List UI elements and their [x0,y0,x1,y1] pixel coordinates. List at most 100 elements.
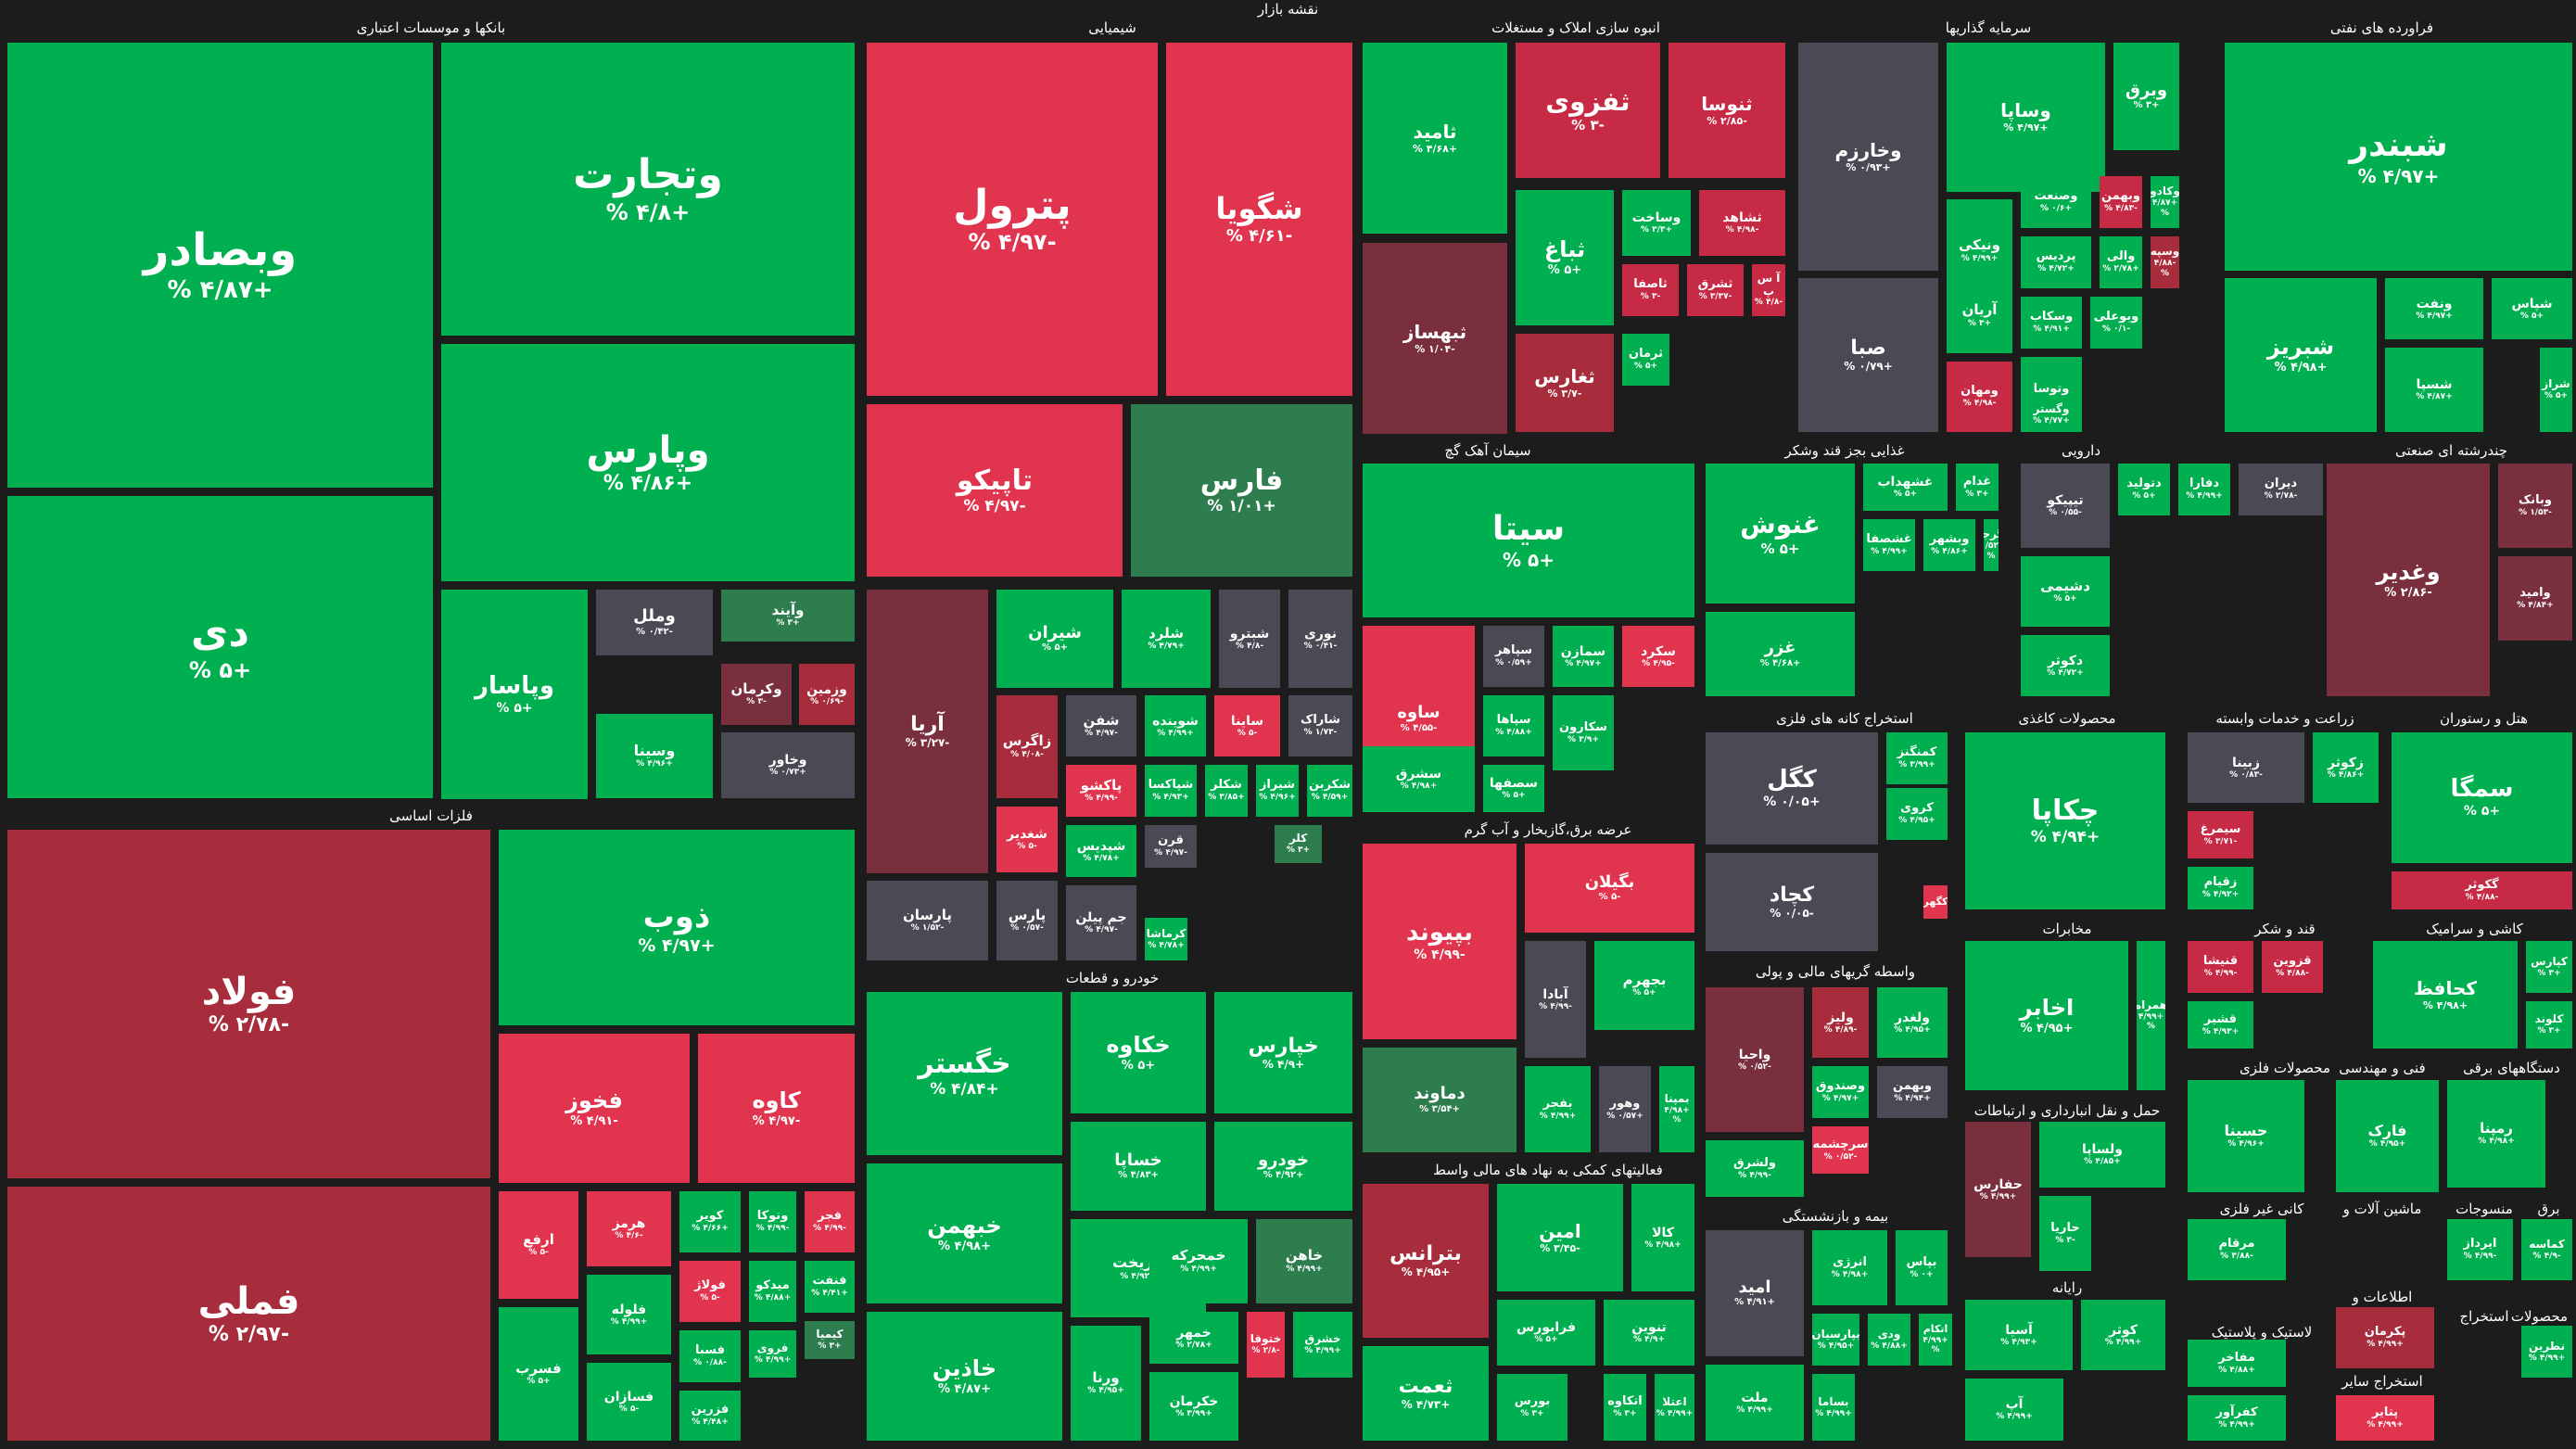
stock-tile[interactable]: کچاد -۰/۰۵ % [1706,853,1878,951]
stock-tile[interactable]: انرژی +۴/۹۸ % [1812,1230,1887,1305]
stock-tile[interactable]: پاکشو -۴/۹۹ % [1066,765,1136,817]
stock-tile[interactable]: ختوقا -۲/۸ % [1247,1312,1285,1378]
stock-tile[interactable]: شیراز +۴/۹۶ % [1256,765,1299,817]
stock-tile[interactable]: فسبا -۰/۸۸ % [679,1330,741,1382]
stock-tile[interactable]: خبهمن +۴/۹۸ % [867,1163,1062,1303]
stock-tile[interactable]: وبرق +۳ % [2113,43,2179,150]
stock-tile[interactable]: خگستر +۴/۸۴ % [867,992,1062,1155]
stock-tile[interactable]: وامید +۴/۸۴ % [2498,556,2572,641]
stock-tile[interactable]: فولاد -۲/۷۸ % [7,830,490,1178]
stock-tile[interactable]: زقیام +۴/۹۲ % [2188,867,2253,909]
stock-tile[interactable]: کوثر +۴/۹۹ % [2081,1300,2165,1370]
stock-tile[interactable]: ثاصفا -۳ % [1622,264,1679,316]
stock-tile[interactable]: شپاکسا +۴/۹۳ % [1145,765,1197,817]
stock-tile[interactable]: اتکام +۴/۹۹ % [1919,1314,1952,1366]
stock-tile[interactable]: فولاژ -۵ % [679,1261,741,1322]
stock-tile[interactable]: فارک +۴/۹۵ % [2336,1080,2439,1192]
stock-tile[interactable]: بفجر +۴/۹۹ % [1525,1066,1591,1152]
stock-tile[interactable]: بگیلان -۵ % [1525,844,1694,933]
stock-tile[interactable]: سشرق +۴/۹۸ % [1363,746,1475,812]
stock-tile[interactable]: زاگرس -۴/۰۸ % [996,695,1058,798]
stock-tile[interactable]: وخاور +۰/۷۳ % [721,732,855,798]
stock-tile[interactable]: شپدیس +۴/۷۸ % [1066,825,1136,877]
stock-tile[interactable]: وبوعلی -۰/۱ % [2090,297,2142,349]
stock-tile[interactable]: شغدیر -۵ % [996,807,1058,872]
stock-tile[interactable]: فخوز -۴/۹۱ % [499,1034,690,1183]
stock-tile[interactable]: وزمین -۰/۶۹ % [799,664,855,725]
stock-tile[interactable]: ولساپا +۴/۸۵ % [2039,1122,2165,1188]
stock-tile[interactable]: فنفت +۴/۴۱ % [805,1261,855,1313]
stock-tile[interactable]: وساپا +۴/۹۷ % [1947,43,2105,192]
stock-tile[interactable]: وخارزم +۰/۹۳ % [1798,43,1938,271]
stock-tile[interactable]: شوینده +۴/۹۹ % [1145,695,1206,756]
stock-tile[interactable]: چکاپا +۴/۹۴ % [1965,732,2165,909]
stock-tile[interactable]: مفاخر +۴/۸۸ % [2188,1340,2286,1387]
stock-tile[interactable]: خکاوه +۵ % [1071,992,1206,1113]
stock-tile[interactable]: ورنا +۴/۹۵ % [1071,1326,1141,1441]
stock-tile[interactable]: بپاس +۰ % [1896,1230,1948,1305]
stock-tile[interactable]: کگهر [1923,885,1948,919]
stock-tile[interactable]: کماسه -۴/۹ % [2521,1219,2572,1280]
stock-tile[interactable]: ملت +۴/۹۹ % [1706,1365,1804,1441]
stock-tile[interactable]: وپاسار +۵ % [441,590,588,799]
stock-tile[interactable]: بورس +۳ % [1497,1374,1567,1441]
stock-tile[interactable]: کلوند +۳ % [2526,1001,2572,1049]
stock-tile[interactable]: غشصفا +۴/۹۹ % [1863,519,1915,571]
stock-tile[interactable]: کمنگنز +۳/۹۹ % [1886,732,1948,784]
stock-tile[interactable]: وسکاب +۴/۹۱ % [2021,297,2082,349]
stock-tile[interactable]: سیمرغ -۳/۷۱ % [2188,811,2253,858]
stock-tile[interactable]: خاذین +۴/۸۷ % [867,1312,1062,1441]
stock-tile[interactable]: دفارا +۴/۹۹ % [2178,464,2230,515]
stock-tile[interactable]: هرمز -۴/۶ % [587,1191,671,1266]
stock-tile[interactable]: کرماشا +۴/۷۸ % [1145,918,1187,960]
stock-tile[interactable]: فسازان -۵ % [587,1363,671,1441]
stock-tile[interactable]: دشیمی +۵ % [2021,556,2110,627]
stock-tile[interactable]: ثغارس -۳/۷ % [1516,334,1614,432]
stock-tile[interactable]: شکلر +۳/۸۵ % [1205,765,1248,817]
stock-tile[interactable]: خساپا +۴/۸۳ % [1071,1122,1206,1211]
stock-tile[interactable]: دی +۵ % [7,496,433,798]
stock-tile[interactable]: ثفزوی -۳ % [1516,43,1660,178]
stock-tile[interactable]: وکادو +۴/۸۷ % [2151,176,2179,228]
stock-tile[interactable]: غنوش +۵ % [1706,464,1855,604]
stock-tile[interactable]: مرقام -۳/۸۸ % [2188,1219,2286,1280]
stock-tile[interactable]: بترانس +۴/۹۵ % [1363,1184,1489,1338]
stock-tile[interactable]: فلوله +۴/۹۹ % [587,1275,671,1354]
stock-tile[interactable]: ولیز -۴/۸۹ % [1812,987,1869,1058]
stock-tile[interactable]: حاریا -۳ % [2039,1196,2091,1271]
stock-tile[interactable]: سکرد -۴/۹۵ % [1622,626,1694,687]
stock-tile[interactable]: وپارس +۴/۸۶ % [441,344,855,581]
stock-tile[interactable]: خکرمان +۳/۹۹ % [1149,1372,1238,1441]
stock-tile[interactable]: قشیر +۴/۹۳ % [2188,1001,2253,1049]
stock-tile[interactable]: وصنعت +۰/۶ % [2021,176,2091,228]
stock-tile[interactable]: ایرداز -۴/۹۹ % [2447,1219,2513,1280]
stock-tile[interactable]: شبندر +۴/۹۷ % [2225,43,2572,271]
stock-tile[interactable]: وصندوق +۴/۹۷ % [1812,1066,1869,1118]
stock-tile[interactable]: پتایر +۴/۹۹ % [2336,1395,2434,1441]
stock-tile[interactable]: غزر +۴/۶۸ % [1706,612,1855,696]
stock-tile[interactable]: وساخت +۳/۳ % [1622,190,1691,256]
stock-tile[interactable]: دتولید +۵ % [2118,464,2170,515]
stock-tile[interactable]: شپاس +۵ % [2492,278,2572,339]
stock-tile[interactable]: وهور +۰/۵۷ % [1599,1066,1651,1152]
stock-tile[interactable]: وسینا +۴/۹۶ % [596,714,713,798]
stock-tile[interactable]: بجهرم +۵ % [1594,941,1694,1030]
stock-tile[interactable]: تاپیکو -۴/۹۷ % [867,404,1123,577]
stock-tile[interactable]: سصفها +۵ % [1483,765,1544,812]
stock-tile[interactable]: گکوثر -۴/۸۸ % [2392,871,2572,909]
stock-tile[interactable]: شبترو -۴/۸ % [1219,590,1280,688]
stock-tile[interactable]: خودرو +۴/۹۲ % [1214,1122,1352,1211]
stock-tile[interactable]: ودی +۴/۸۸ % [1868,1314,1910,1366]
stock-tile[interactable]: شکربن +۴/۵۹ % [1307,765,1352,817]
stock-tile[interactable]: بساما +۴/۹۹ % [1812,1374,1855,1441]
stock-tile[interactable]: کالا +۴/۹۸ % [1631,1184,1694,1291]
stock-tile[interactable]: ونفت +۴/۹۷ % [2385,278,2483,339]
stock-tile[interactable]: اعتلا +۴/۹۹ % [1655,1374,1694,1441]
stock-tile[interactable]: وبهمن +۴/۹۴ % [1877,1066,1948,1118]
stock-tile[interactable]: شبریز +۴/۹۸ % [2225,278,2377,432]
stock-tile[interactable]: سپاها +۴/۸۸ % [1483,695,1544,756]
stock-tile[interactable]: کلر +۳ % [1275,825,1322,863]
stock-tile[interactable]: اتکاوه +۳ % [1604,1374,1646,1441]
stock-tile[interactable]: وغدیر -۲/۸۶ % [2327,464,2490,696]
stock-tile[interactable]: شگویا -۴/۶۱ % [1166,43,1352,396]
